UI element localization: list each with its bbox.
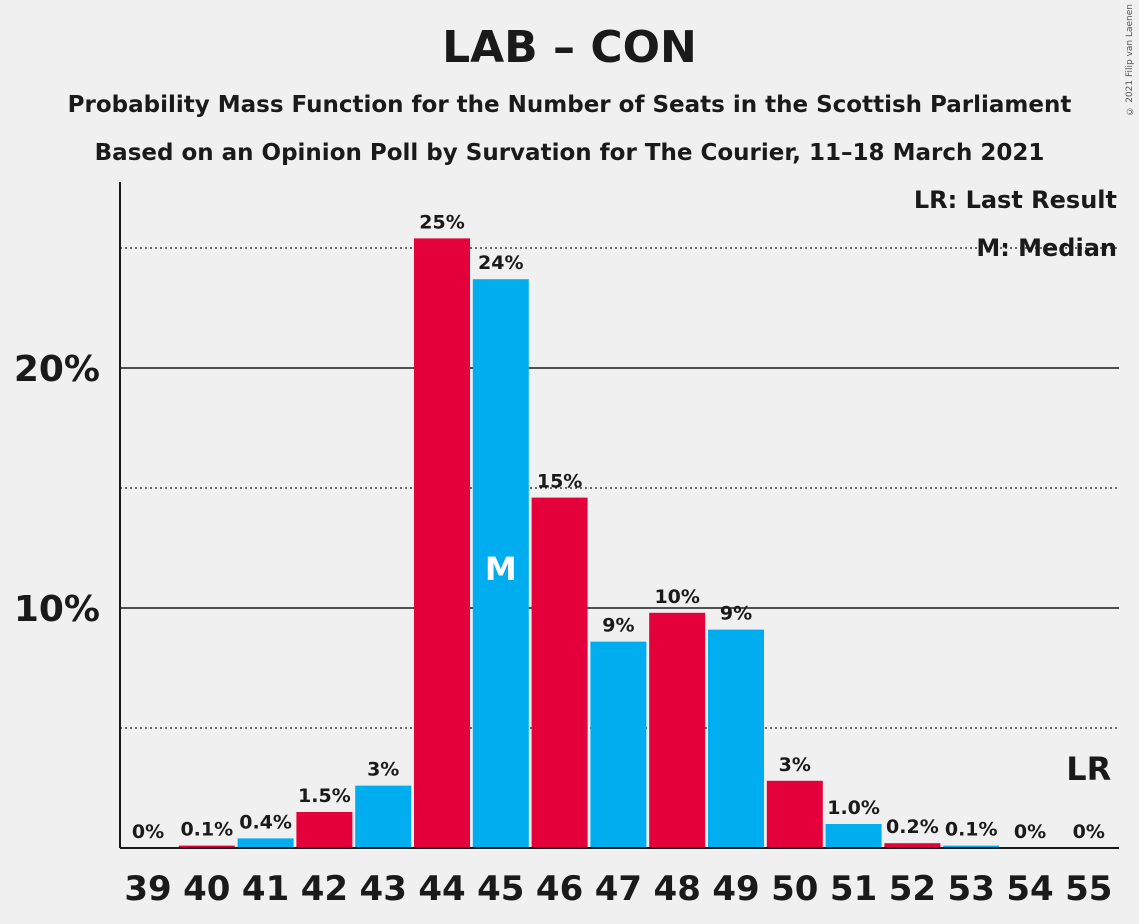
data-label: 0.1% xyxy=(180,819,233,841)
bar xyxy=(649,612,706,848)
x-tick-label: 53 xyxy=(948,869,995,909)
legend-last-result: LR: Last Result xyxy=(913,186,1117,214)
legend-median: M: Median xyxy=(976,234,1117,262)
data-label: 9% xyxy=(720,603,752,625)
bar xyxy=(296,812,353,848)
bar xyxy=(708,629,764,848)
x-tick-label: 45 xyxy=(477,869,524,909)
x-tick-label: 46 xyxy=(536,869,583,909)
data-label: 0.2% xyxy=(886,816,939,838)
data-label: 0% xyxy=(1073,821,1105,843)
x-tick-label: 40 xyxy=(183,869,230,909)
x-tick-label: 55 xyxy=(1065,869,1112,909)
bar xyxy=(178,845,235,848)
bar xyxy=(825,824,882,848)
y-tick-label: 10% xyxy=(14,589,100,630)
x-tick-label: 44 xyxy=(418,869,465,909)
data-label: 15% xyxy=(537,471,582,493)
bar xyxy=(355,785,412,848)
bar xyxy=(472,279,529,848)
bar xyxy=(766,780,823,848)
data-label: 10% xyxy=(654,586,699,608)
data-label: 1.5% xyxy=(298,785,351,807)
x-tick-label: 42 xyxy=(301,869,348,909)
data-label: 3% xyxy=(779,754,811,776)
chart-subtitle: Probability Mass Function for the Number… xyxy=(67,92,1072,118)
median-marker: M xyxy=(485,550,517,588)
bar xyxy=(414,238,470,848)
bar xyxy=(531,497,588,848)
bar xyxy=(884,843,941,848)
data-label: 0% xyxy=(132,821,164,843)
x-tick-label: 54 xyxy=(1006,869,1053,909)
bar xyxy=(590,641,647,848)
x-tick-label: 41 xyxy=(242,869,289,909)
x-tick-label: 48 xyxy=(654,869,701,909)
last-result-marker: LR xyxy=(1066,750,1111,788)
data-label: 24% xyxy=(478,252,523,274)
bar xyxy=(943,845,1000,848)
chart-subtitle-poll: Based on an Opinion Poll by Survation fo… xyxy=(94,140,1045,166)
y-tick-label: 20% xyxy=(14,349,100,390)
x-tick-label: 50 xyxy=(771,869,818,909)
x-tick-label: 51 xyxy=(830,869,877,909)
x-tick-label: 52 xyxy=(889,869,936,909)
data-label: 1.0% xyxy=(827,797,880,819)
bar xyxy=(237,838,294,848)
x-tick-label: 43 xyxy=(360,869,407,909)
x-tick-label: 49 xyxy=(712,869,759,909)
chart-title: LAB – CON xyxy=(442,22,697,73)
x-tick-label: 47 xyxy=(595,869,642,909)
data-label: 9% xyxy=(602,615,634,637)
data-label: 0% xyxy=(1014,821,1046,843)
data-label: 0.1% xyxy=(945,819,998,841)
data-label: 0.4% xyxy=(239,811,292,833)
data-label: 25% xyxy=(419,211,464,233)
data-label: 3% xyxy=(367,759,399,781)
x-tick-label: 39 xyxy=(124,869,171,909)
